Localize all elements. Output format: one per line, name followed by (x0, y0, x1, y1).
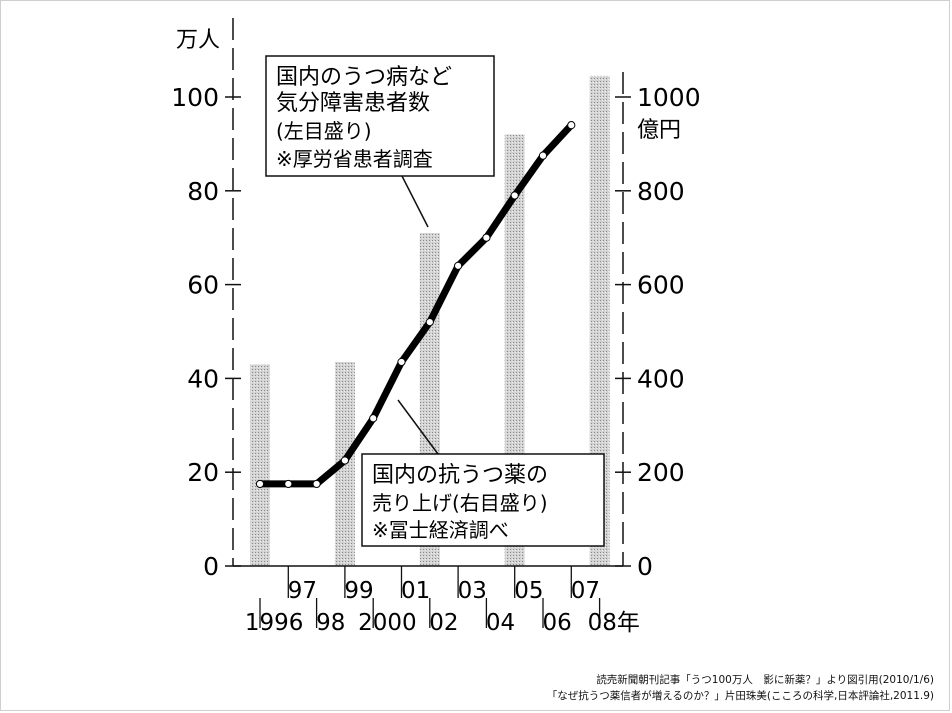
patients-point-2001 (397, 357, 406, 367)
x-label-upper-99: 99 (344, 578, 373, 604)
bar-2008 (589, 75, 610, 567)
patients-point-2000 (369, 414, 378, 423)
patients-point-2004 (482, 233, 491, 242)
x-label-upper-03: 03 (458, 578, 487, 604)
x-label-upper-01: 01 (401, 578, 430, 604)
patients-annotation-line-4: ※厚労省患者調査 (276, 147, 433, 171)
x-label-upper-05: 05 (514, 578, 543, 604)
sales-annotation-box (361, 453, 605, 547)
left-unit-label: 万人 (176, 28, 220, 53)
right-unit-label: 億円 (637, 118, 681, 143)
patients-point-1997 (284, 479, 293, 489)
left-tick-label-80: 80 (187, 177, 219, 206)
x-label-lower-02: 02 (429, 610, 458, 636)
patients-point-2006 (538, 151, 548, 160)
sales-annotation-line-3: ※冨士経済調べ (372, 518, 509, 542)
x-label-lower-08年: 08年 (588, 610, 640, 636)
patients-annotation: 国内のうつ病など 気分障害患者数 (左目盛り) ※厚労省患者調査 (265, 55, 495, 228)
patients-point-1996 (255, 479, 265, 489)
sales-annotation-line-1: 国内の抗うつ薬の (372, 463, 548, 488)
bar-1996 (250, 364, 270, 566)
right-tick-label-1000: 1000 (637, 83, 701, 112)
x-label-upper-07: 07 (571, 578, 600, 604)
patients-point-2005 (510, 191, 519, 200)
sales-annotation-line-2: 売り上げ(右目盛り) (372, 491, 548, 515)
patients-annotation-line-3: (左目盛り) (276, 119, 372, 143)
patients-point-1998 (312, 479, 321, 489)
patients-annotation-line-1: 国内のうつ病など (276, 65, 452, 90)
left-tick-label-100: 100 (171, 83, 219, 112)
x-label-upper-97: 97 (288, 578, 317, 604)
sales-leader-line (397, 399, 439, 455)
patients-point-2002 (425, 318, 434, 327)
right-tick-label-0: 0 (637, 552, 653, 581)
right-tick-label-600: 600 (637, 271, 685, 300)
left-tick-label-60: 60 (187, 271, 219, 300)
patients-point-2003 (454, 261, 463, 270)
source-citation-1: 読売新聞朝刊記事「うつ100万人 影に新薬？」より図引用(2010/1/6) (596, 674, 934, 686)
sales-annotation: 国内の抗うつ薬の 売り上げ(右目盛り) ※冨士経済調べ (361, 399, 605, 547)
patients-point-1999 (340, 456, 349, 465)
patients-leader-line (401, 175, 429, 228)
left-tick-label-40: 40 (187, 364, 219, 393)
x-label-lower-1996: 1996 (245, 610, 304, 636)
right-tick-label-800: 800 (637, 177, 685, 206)
patients-point-2007 (567, 121, 576, 130)
right-tick-label-400: 400 (637, 364, 685, 393)
x-label-lower-98: 98 (316, 610, 345, 636)
patients-line (256, 121, 575, 488)
x-label-lower-04: 04 (486, 610, 515, 636)
left-tick-label-20: 20 (187, 458, 219, 487)
patients-annotation-box (265, 55, 495, 177)
source-citation-2: 「なぜ抗うつ薬信者が増えるのか？」片田珠美(こころの科学,日本評論社,2011.… (546, 690, 934, 702)
right-tick-label-200: 200 (637, 458, 685, 487)
x-label-lower-2000: 2000 (358, 610, 417, 636)
patients-annotation-line-2: 気分障害患者数 (276, 91, 430, 116)
left-tick-label-0: 0 (203, 552, 219, 581)
x-label-lower-06: 06 (543, 610, 572, 636)
